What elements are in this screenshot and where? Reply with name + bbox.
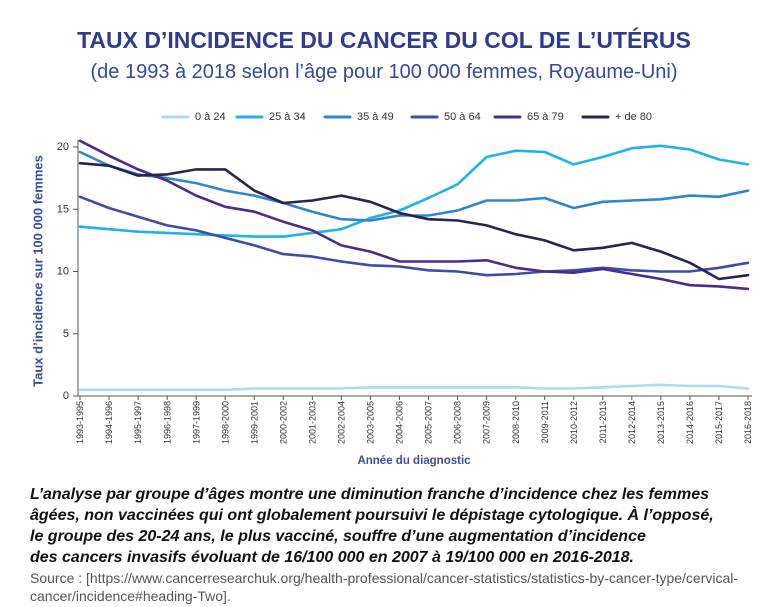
caption-line: L’analyse par groupe d’âges montre une d…	[30, 486, 709, 503]
x-tick-label: 1993-1995	[75, 401, 85, 444]
series-line	[78, 161, 750, 281]
x-tick-label: 2009-2011	[540, 401, 550, 443]
x-tick-label: 2012-2014	[627, 401, 637, 444]
caption-line: le groupe des 20-24 ans, le plus vacciné…	[30, 528, 646, 545]
y-tick-label: 0	[63, 390, 69, 402]
chart-subtitle: (de 1993 à 2018 selon l’âge pour 100 000…	[90, 61, 678, 83]
x-axis: 1993-1995 1994-1996 1995-1997 1996-1998 1997…	[75, 395, 753, 467]
x-tick-label: 2016-2018	[743, 401, 753, 444]
y-tick-label: 10	[57, 266, 69, 278]
y-axis: 0 5 10 15 20 Taux d’incidence sur 100 000 fem…	[31, 140, 79, 402]
x-tick-label: 2004-2006	[395, 401, 405, 444]
source-line: cancer/incidence#heading-Two].	[30, 588, 231, 604]
x-tick-label: 2010-2012	[569, 401, 579, 444]
legend-label: 50 à 64	[444, 111, 481, 123]
legend: 0 à 24 25 à 34 35 à 49 50 à 64 65 à 79 + de 8…	[161, 111, 652, 123]
y-axis-title: Taux d’incidence sur 100 000 femmes	[31, 155, 46, 387]
legend-item: 35 à 49	[323, 111, 394, 123]
plot-series	[78, 139, 750, 392]
x-tick-label: 2014-2016	[685, 401, 695, 444]
x-tick-label: 2008-2010	[511, 401, 521, 444]
x-tick-label: 1997-1999	[191, 401, 201, 444]
legend-label: 35 à 49	[357, 111, 394, 123]
y-tick-label: 20	[57, 141, 69, 153]
caption: L’analyse par groupe d’âges montre une d…	[30, 484, 714, 568]
x-axis-title: Année du diagnostic	[357, 455, 471, 467]
source-line: Source : [https://www.cancerresearchuk.o…	[30, 570, 739, 586]
x-tick-label: 2005-2007	[424, 401, 434, 444]
x-tick-label: 2015-2017	[714, 401, 724, 444]
source-note: Source : [https://www.cancerresearchuk.o…	[30, 569, 738, 605]
x-tick-label: 1995-1997	[133, 401, 143, 444]
x-tick-label: 1999-2001	[249, 401, 259, 444]
x-tick-label: 1994-1996	[104, 401, 114, 444]
legend-item: 50 à 64	[410, 111, 481, 123]
x-tick-label: 1998-2000	[220, 401, 230, 444]
x-tick-label: 2011-2013	[598, 401, 608, 443]
legend-item: 65 à 79	[493, 111, 564, 123]
caption-line: des cancers invasifs évoluant de 16/100 …	[30, 549, 634, 566]
chart-title: TAUX D’INCIDENCE DU CANCER DU COL DE L’U…	[77, 27, 691, 53]
legend-label: + de 80	[615, 111, 652, 123]
series-line	[78, 195, 750, 277]
x-tick-label: 2013-2015	[656, 401, 666, 444]
legend-item: 25 à 34	[235, 111, 306, 123]
y-tick-label: 5	[63, 328, 69, 340]
legend-label: 0 à 24	[195, 111, 226, 123]
legend-item: + de 80	[581, 111, 652, 123]
series-line	[78, 139, 750, 291]
legend-item: 0 à 24	[161, 111, 226, 123]
legend-label: 65 à 79	[527, 111, 564, 123]
x-tick-label: 2006-2008	[453, 401, 463, 444]
legend-label: 25 à 34	[269, 111, 306, 123]
x-tick-label: 1996-1998	[162, 401, 172, 444]
y-tick-label: 15	[57, 203, 69, 215]
x-tick-label: 2007-2009	[482, 401, 492, 444]
caption-line: âgées, non vaccinées qui ont globalement…	[30, 507, 714, 524]
x-tick-label: 2002-2004	[337, 401, 347, 444]
line-chart: 0 à 24 25 à 34 35 à 49 50 à 64 65 à 79 + de 8…	[31, 111, 754, 467]
series-line	[78, 144, 750, 238]
x-tick-label: 2003-2005	[366, 401, 376, 444]
x-tick-label: 2000-2002	[278, 401, 288, 444]
x-tick-label: 2001-2003	[307, 401, 317, 444]
series-line	[78, 383, 750, 392]
